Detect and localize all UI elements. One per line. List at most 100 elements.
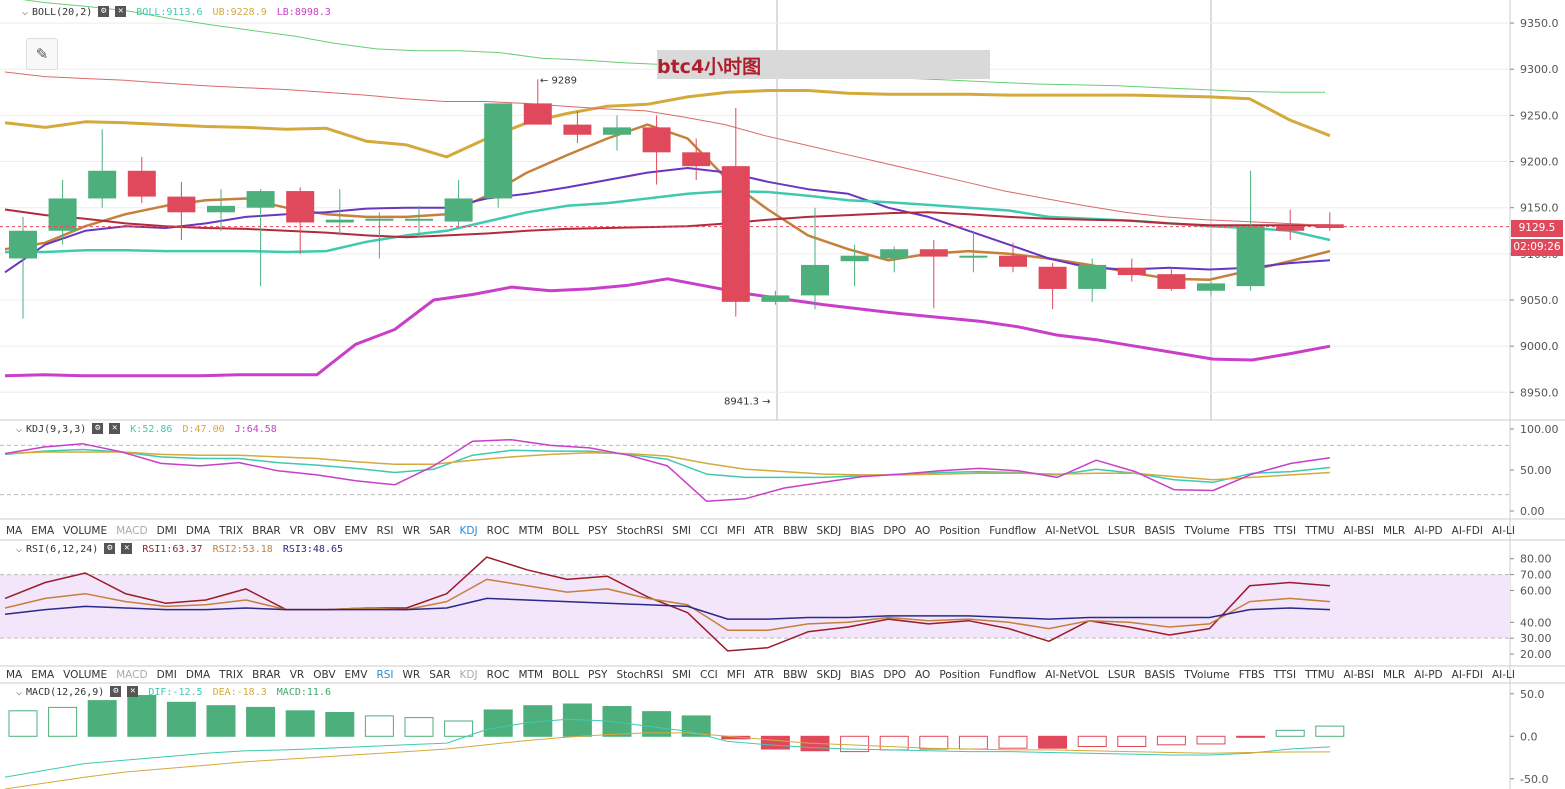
- indicator-tab[interactable]: RSI: [376, 669, 394, 681]
- settings-icon[interactable]: ⚙: [110, 686, 122, 697]
- indicator-tab[interactable]: RSI: [376, 525, 394, 537]
- collapse-chevron-icon[interactable]: ⌵: [22, 6, 29, 18]
- indicator-tab[interactable]: Position: [939, 669, 981, 681]
- indicator-tab[interactable]: MTM: [518, 669, 544, 681]
- draw-tool-button[interactable]: ✎: [26, 38, 58, 70]
- collapse-chevron-icon[interactable]: ⌵: [16, 686, 23, 698]
- indicator-tab[interactable]: StochRSI: [616, 525, 664, 537]
- indicator-tab[interactable]: MFI: [726, 525, 745, 537]
- indicator-tab[interactable]: SMI: [672, 669, 691, 681]
- indicator-tab[interactable]: Fundflow: [989, 669, 1037, 681]
- indicator-tab[interactable]: Fundflow: [989, 525, 1037, 537]
- settings-icon[interactable]: ⚙: [98, 6, 110, 17]
- indicator-tab[interactable]: MACD: [116, 525, 148, 537]
- indicator-tab[interactable]: MFI: [726, 669, 745, 681]
- indicator-tab[interactable]: MA: [6, 669, 23, 681]
- indicator-tab[interactable]: MA: [6, 525, 23, 537]
- indicator-tab[interactable]: EMA: [31, 669, 55, 681]
- indicator-tab[interactable]: ATR: [753, 669, 775, 681]
- indicator-tab[interactable]: AI-FDI: [1451, 525, 1483, 537]
- indicator-tab[interactable]: DPO: [883, 669, 907, 681]
- indicator-tab[interactable]: AO: [915, 525, 931, 537]
- indicator-tab[interactable]: MLR: [1382, 669, 1406, 681]
- indicator-tab[interactable]: VOLUME: [63, 525, 108, 537]
- indicator-tab[interactable]: TVolume: [1184, 669, 1230, 681]
- indicator-tab[interactable]: LSUR: [1107, 525, 1136, 537]
- indicator-tab[interactable]: FTBS: [1238, 669, 1265, 681]
- indicator-tab[interactable]: DMI: [156, 669, 177, 681]
- indicator-tab[interactable]: BOLL: [552, 669, 580, 681]
- collapse-chevron-icon[interactable]: ⌵: [16, 423, 23, 435]
- indicator-tab[interactable]: SKDJ: [816, 525, 842, 537]
- indicator-tab[interactable]: WR: [402, 669, 421, 681]
- indicator-tab[interactable]: AI-NetVOL: [1045, 669, 1099, 681]
- indicator-tab[interactable]: CCI: [700, 525, 718, 537]
- indicator-tab[interactable]: AI-LI: [1491, 669, 1515, 681]
- indicator-tab[interactable]: EMV: [344, 669, 368, 681]
- indicator-tab[interactable]: EMA: [31, 525, 55, 537]
- indicator-tab[interactable]: TTSI: [1273, 669, 1297, 681]
- indicator-tab[interactable]: LSUR: [1107, 669, 1136, 681]
- indicator-tab[interactable]: ROC: [486, 669, 510, 681]
- indicator-tab[interactable]: TRIX: [219, 669, 244, 681]
- indicator-tab[interactable]: BASIS: [1144, 669, 1176, 681]
- indicator-tab[interactable]: VOLUME: [63, 669, 108, 681]
- indicator-tab[interactable]: SKDJ: [816, 669, 842, 681]
- indicator-tab[interactable]: VR: [289, 669, 305, 681]
- indicator-tab[interactable]: BIAS: [850, 525, 875, 537]
- indicator-tab[interactable]: DMA: [185, 669, 211, 681]
- indicator-tab[interactable]: TVolume: [1184, 525, 1230, 537]
- indicator-tab[interactable]: AI-BSI: [1343, 525, 1374, 537]
- indicator-tab[interactable]: AI-LI: [1491, 525, 1515, 537]
- indicator-tab[interactable]: KDJ: [459, 669, 478, 681]
- indicator-tab[interactable]: ATR: [753, 525, 775, 537]
- indicator-tab[interactable]: PSY: [588, 525, 608, 537]
- indicator-tab[interactable]: VR: [289, 525, 305, 537]
- close-icon[interactable]: ✕: [121, 543, 133, 554]
- indicator-tab[interactable]: WR: [402, 525, 421, 537]
- indicator-tab[interactable]: BIAS: [850, 669, 875, 681]
- indicator-tab[interactable]: AI-FDI: [1451, 669, 1483, 681]
- indicator-tab[interactable]: DMA: [185, 525, 211, 537]
- indicator-tab[interactable]: MACD: [116, 669, 148, 681]
- indicator-tab[interactable]: MLR: [1382, 525, 1406, 537]
- indicator-tab[interactable]: BBW: [783, 525, 808, 537]
- indicator-tab[interactable]: CCI: [700, 669, 718, 681]
- indicator-tab[interactable]: BBW: [783, 669, 808, 681]
- close-icon[interactable]: ✕: [109, 423, 121, 434]
- indicator-tab[interactable]: SAR: [429, 669, 451, 681]
- indicator-tab[interactable]: DMI: [156, 525, 177, 537]
- indicator-tab[interactable]: BOLL: [552, 525, 580, 537]
- close-icon[interactable]: ✕: [115, 6, 127, 17]
- indicator-tab[interactable]: BRAR: [252, 525, 281, 537]
- indicator-tab[interactable]: PSY: [588, 669, 608, 681]
- indicator-tab[interactable]: BRAR: [252, 669, 281, 681]
- indicator-tab[interactable]: OBV: [313, 669, 336, 681]
- indicator-tab[interactable]: FTBS: [1238, 525, 1265, 537]
- indicator-tab[interactable]: TTMU: [1305, 669, 1335, 681]
- indicator-tab[interactable]: StochRSI: [616, 669, 664, 681]
- indicator-tab[interactable]: AI-PD: [1414, 525, 1443, 537]
- indicator-tab[interactable]: OBV: [313, 525, 336, 537]
- indicator-tab[interactable]: ROC: [486, 525, 510, 537]
- indicator-tab[interactable]: TTSI: [1273, 525, 1297, 537]
- indicator-tab[interactable]: SAR: [429, 525, 451, 537]
- indicator-tab[interactable]: Position: [939, 525, 981, 537]
- indicator-tab[interactable]: TRIX: [219, 525, 244, 537]
- settings-icon[interactable]: ⚙: [104, 543, 116, 554]
- indicator-tab[interactable]: SMI: [672, 525, 691, 537]
- indicator-tab[interactable]: MTM: [518, 525, 544, 537]
- indicator-tab[interactable]: AI-NetVOL: [1045, 525, 1099, 537]
- indicator-tab[interactable]: BASIS: [1144, 525, 1176, 537]
- indicator-tab[interactable]: AO: [915, 669, 931, 681]
- close-icon[interactable]: ✕: [127, 686, 139, 697]
- indicator-tab[interactable]: KDJ: [459, 525, 478, 537]
- collapse-chevron-icon[interactable]: ⌵: [16, 543, 23, 555]
- indicator-tab[interactable]: EMV: [344, 525, 368, 537]
- indicator-tab[interactable]: AI-PD: [1414, 669, 1443, 681]
- settings-icon[interactable]: ⚙: [92, 423, 104, 434]
- indicator-tab[interactable]: DPO: [883, 525, 907, 537]
- indicator-tab[interactable]: AI-BSI: [1343, 669, 1374, 681]
- indicator-tab[interactable]: TTMU: [1305, 525, 1335, 537]
